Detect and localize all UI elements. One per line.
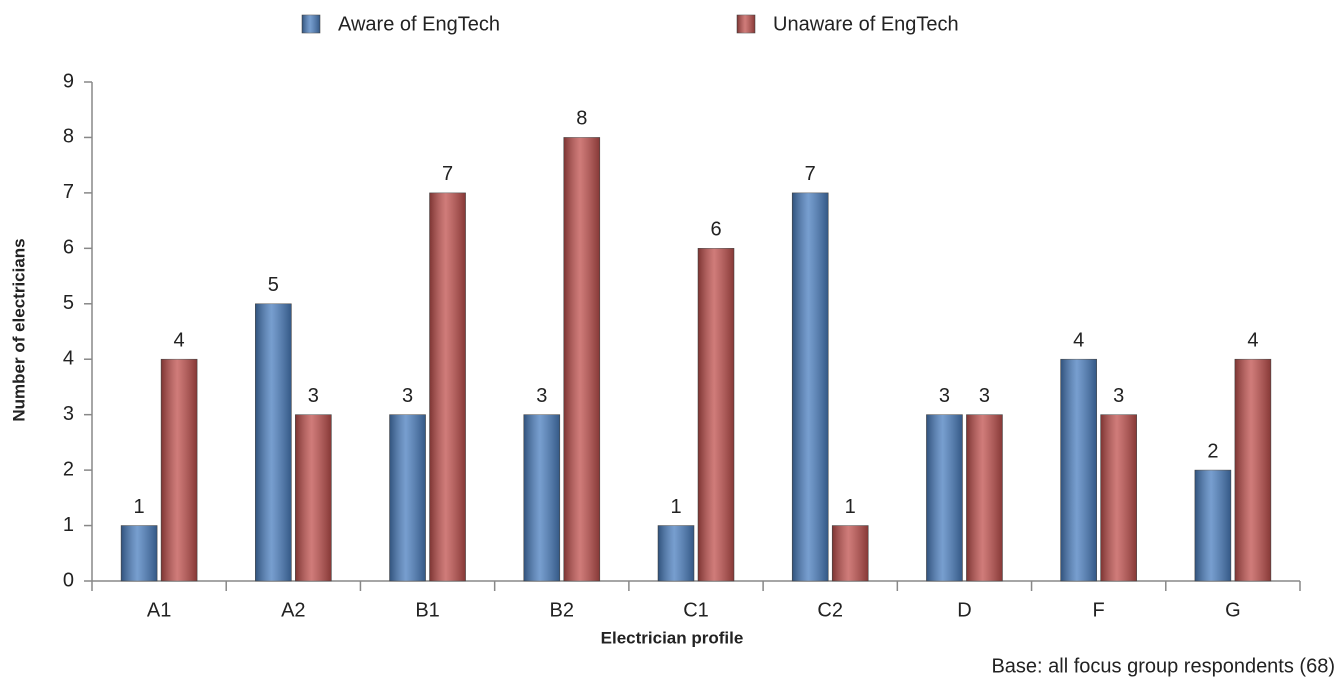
bar-shade (1234, 359, 1271, 581)
legend-swatch-shade (737, 15, 755, 33)
bar-shade (1060, 359, 1097, 581)
y-tick-label: 3 (63, 403, 74, 425)
x-tick-label: A1 (147, 599, 171, 621)
x-tick-label: B1 (415, 599, 439, 621)
x-axis-label: Electrician profile (601, 628, 744, 647)
bar-shade (832, 525, 869, 581)
data-label: 4 (174, 330, 185, 352)
bar-shade (295, 414, 332, 581)
data-label: 3 (1113, 385, 1124, 407)
bar-shade (121, 525, 158, 581)
y-tick-label: 4 (63, 348, 74, 370)
x-tick-label: F (1093, 599, 1105, 621)
x-tick-label: B2 (550, 599, 574, 621)
data-label: 3 (402, 385, 413, 407)
x-tick-label: C2 (817, 599, 843, 621)
legend-label: Unaware of EngTech (773, 13, 959, 35)
bar-shade (1100, 414, 1137, 581)
y-tick-label: 6 (63, 237, 74, 259)
data-label: 3 (308, 385, 319, 407)
legend-label: Aware of EngTech (338, 13, 500, 35)
data-label: 1 (670, 496, 681, 518)
data-label: 3 (536, 385, 547, 407)
bar-shade (1194, 470, 1231, 581)
y-tick-label: 7 (63, 181, 74, 203)
data-label: 7 (442, 163, 453, 185)
legend-swatch-shade (302, 15, 320, 33)
bar-shade (792, 192, 829, 581)
bar-shade (161, 359, 198, 581)
bar-shade (698, 248, 734, 582)
data-label: 3 (939, 385, 950, 407)
x-tick-label: G (1225, 599, 1241, 621)
data-label: 2 (1207, 440, 1218, 462)
data-label: 7 (805, 163, 816, 185)
note: Base: all focus group respondents (68) (991, 655, 1335, 677)
data-label: 4 (1247, 330, 1258, 352)
y-tick-label: 8 (63, 126, 74, 148)
y-tick-label: 2 (63, 458, 74, 480)
bar-shade (926, 414, 963, 581)
bar-shade (658, 525, 694, 581)
x-tick-label: A2 (281, 599, 305, 621)
data-label: 4 (1073, 330, 1084, 352)
data-label: 8 (576, 108, 587, 130)
bar-shade (563, 137, 600, 581)
bar-shade (389, 414, 426, 581)
y-tick-label: 5 (63, 292, 74, 314)
x-tick-label: D (957, 599, 971, 621)
bar-shade (429, 192, 466, 581)
bar-shade (523, 414, 560, 581)
bar-shade (966, 414, 1003, 581)
data-label: 1 (845, 496, 856, 518)
data-label: 1 (134, 496, 145, 518)
y-tick-label: 9 (63, 70, 74, 92)
data-label: 6 (710, 219, 721, 241)
data-label: 5 (268, 274, 279, 296)
x-tick-label: C1 (683, 599, 709, 621)
data-label: 3 (979, 385, 990, 407)
y-tick-label: 1 (63, 514, 74, 536)
y-tick-label: 0 (63, 569, 74, 591)
bar-shade (255, 303, 292, 581)
y-axis-label: Number of electricians (9, 238, 28, 421)
